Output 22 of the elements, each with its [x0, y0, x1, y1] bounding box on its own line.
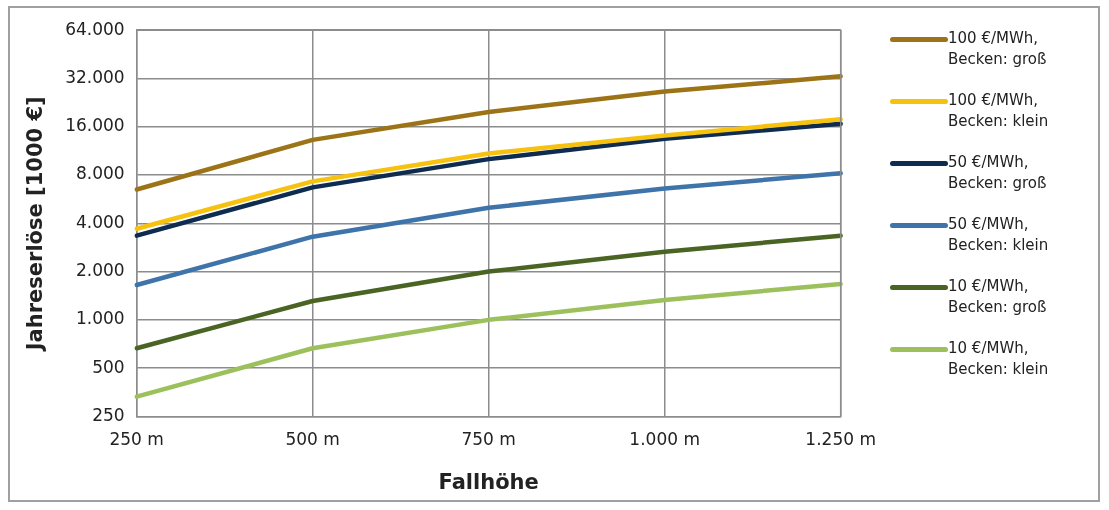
legend-label: 10 €/MWh, Becken: groß — [948, 276, 1048, 318]
x-axis-title: Fallhöhe — [438, 469, 539, 494]
y-tick-label: 8.000 — [76, 163, 125, 184]
y-tick-label: 4.000 — [76, 211, 125, 232]
legend-label: 50 €/MWh, Becken: groß — [948, 152, 1048, 194]
y-tick-label: 64.000 — [65, 18, 125, 39]
x-tick-label: 1.250 m — [805, 429, 876, 450]
x-tick-label: 1.000 m — [629, 429, 700, 450]
x-tick-label: 500 m — [285, 429, 340, 450]
x-tick-label: 250 m — [109, 429, 164, 450]
y-tick-label: 16.000 — [65, 115, 125, 136]
legend-label: 100 €/MWh, Becken: groß — [948, 28, 1048, 70]
y-tick-label: 250 — [92, 404, 125, 425]
x-tick-label: 750 m — [461, 429, 516, 450]
legend-label: 10 €/MWh, Becken: klein — [948, 338, 1050, 380]
y-tick-label: 1.000 — [76, 308, 125, 329]
legend-label: 50 €/MWh, Becken: klein — [948, 214, 1050, 256]
legend-label: 100 €/MWh, Becken: klein — [948, 90, 1050, 132]
y-tick-label: 500 — [92, 356, 125, 377]
y-tick-label: 32.000 — [65, 66, 125, 87]
y-axis-title: Jahreserlöse [1000 €] — [23, 96, 48, 353]
y-tick-label: 2.000 — [76, 260, 125, 280]
